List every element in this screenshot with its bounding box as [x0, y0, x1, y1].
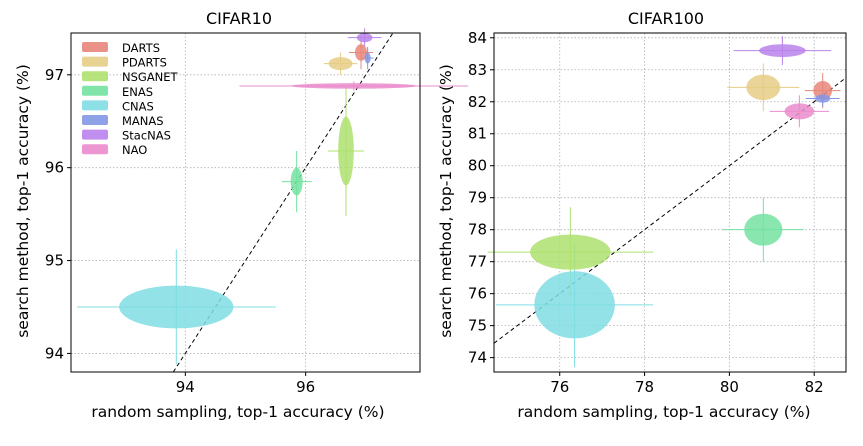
cifar10-x-ticks: 94 96: [176, 372, 315, 396]
cifar10-ylabel: search method, top-1 accuracy (%): [14, 64, 32, 338]
cifar100-nao-ellipse: [784, 103, 815, 120]
legend-swatch-enas: [82, 85, 108, 96]
cifar100-ytick-label-4: 78: [468, 221, 487, 239]
cifar100-ytick-label-6: 80: [468, 157, 487, 175]
cifar100-enas-ellipse: [744, 213, 783, 246]
cifar10-nao-ellipse: [290, 83, 417, 89]
cifar10-diagonal: [172, 32, 394, 373]
cifar100-ytick-label-10: 84: [468, 29, 487, 47]
cifar10-ellipses: [119, 33, 417, 329]
legend-swatch-manas: [82, 115, 108, 125]
cifar10-ytick-label-1: 95: [45, 252, 64, 270]
cifar100-ytick-label-9: 83: [468, 61, 487, 79]
cifar10-enas-ellipse: [290, 167, 303, 196]
cifar100-cnas-ellipse: [534, 271, 615, 339]
cifar100-ellipses: [530, 44, 833, 339]
legend-label-nao: NAO: [122, 143, 147, 157]
legend-label-cnas: CNAS: [122, 99, 154, 113]
cifar10-axes-frame: [70, 32, 421, 373]
cifar10-pdarts-ellipse: [328, 57, 353, 71]
cifar100-xtick-label-0: 76: [550, 378, 569, 396]
cifar10-manas-ellipse: [364, 52, 371, 64]
cifar100-y-ticks: 74 75 76 77 78 79 80 81 82 83 84: [468, 29, 494, 367]
legend-swatch-stacnas: [82, 129, 108, 140]
cifar10-title: CIFAR10: [206, 9, 272, 28]
cifar100-pdarts-ellipse: [746, 74, 781, 101]
cifar10-panel: CIFAR10 94 96 94 95 96 97 random sampling, t…: [14, 9, 469, 421]
cifar100-ytick-label-3: 77: [468, 253, 487, 271]
cifar100-axes-frame: [493, 32, 847, 373]
cifar100-xtick-label-3: 82: [805, 378, 824, 396]
cifar10-xtick-label-1: 96: [296, 378, 315, 396]
legend-label-pdarts: PDARTS: [122, 56, 167, 70]
cifar10-xtick-label-0: 94: [176, 378, 195, 396]
legend-label-enas: ENAS: [122, 85, 153, 99]
cifar100-ytick-label-0: 74: [468, 349, 487, 367]
cifar100-ytick-label-1: 75: [468, 317, 487, 335]
cifar100-manas-ellipse: [815, 94, 831, 103]
cifar100-title: CIFAR100: [628, 9, 704, 28]
cifar10-ytick-label-3: 97: [45, 66, 64, 84]
legend-label-darts: DARTS: [122, 41, 160, 55]
cifar10-stacnas-ellipse: [356, 33, 373, 43]
legend-swatch-cnas: [82, 100, 108, 111]
cifar100-gridlines: [494, 33, 846, 372]
legend-swatch-pdarts: [82, 56, 108, 67]
legend-swatch-darts: [82, 42, 108, 52]
cifar100-panel: CIFAR100 76 78 80 82 74 75 76 77 78 79 80 81 82 83 84…: [437, 9, 847, 421]
cifar10-nsganet-ellipse: [338, 116, 354, 186]
legend-label-stacnas: StacNAS: [122, 129, 171, 143]
cifar100-xlabel: random sampling, top-1 accuracy (%): [517, 403, 810, 421]
cifar10-xlabel: random sampling, top-1 accuracy (%): [91, 403, 384, 421]
cifar100-ylabel: search method, top-1 accuracy (%): [437, 64, 455, 338]
cifar100-ytick-label-5: 79: [468, 189, 487, 207]
legend: DARTSPDARTSNSGANETENASCNASMANASStacNASNA…: [82, 41, 179, 157]
cifar100-ytick-label-7: 81: [468, 125, 487, 143]
cifar100-ytick-label-2: 76: [468, 285, 487, 303]
legend-swatch-nao: [82, 144, 108, 155]
cifar10-y-equals-x-line: [172, 32, 394, 373]
cifar100-ytick-label-8: 82: [468, 93, 487, 111]
cifar10-darts-ellipse: [355, 44, 368, 61]
cifar100-xtick-label-1: 78: [635, 378, 654, 396]
cifar10-y-ticks: 94 95 96 97: [45, 66, 71, 362]
cifar100-stacnas-ellipse: [759, 44, 806, 57]
cifar100-x-ticks: 76 78 80 82: [550, 372, 824, 396]
cifar100-nsganet-ellipse: [530, 234, 611, 270]
cifar10-ytick-label-2: 96: [45, 159, 64, 177]
legend-label-manas: MANAS: [122, 114, 164, 128]
legend-label-nsganet: NSGANET: [122, 70, 179, 84]
legend-swatch-nsganet: [82, 71, 108, 82]
cifar10-ytick-label-0: 94: [45, 344, 64, 362]
cifar100-xtick-label-2: 80: [720, 378, 739, 396]
cifar10-gridlines: [71, 33, 420, 372]
cifar10-cnas-ellipse: [119, 285, 234, 329]
